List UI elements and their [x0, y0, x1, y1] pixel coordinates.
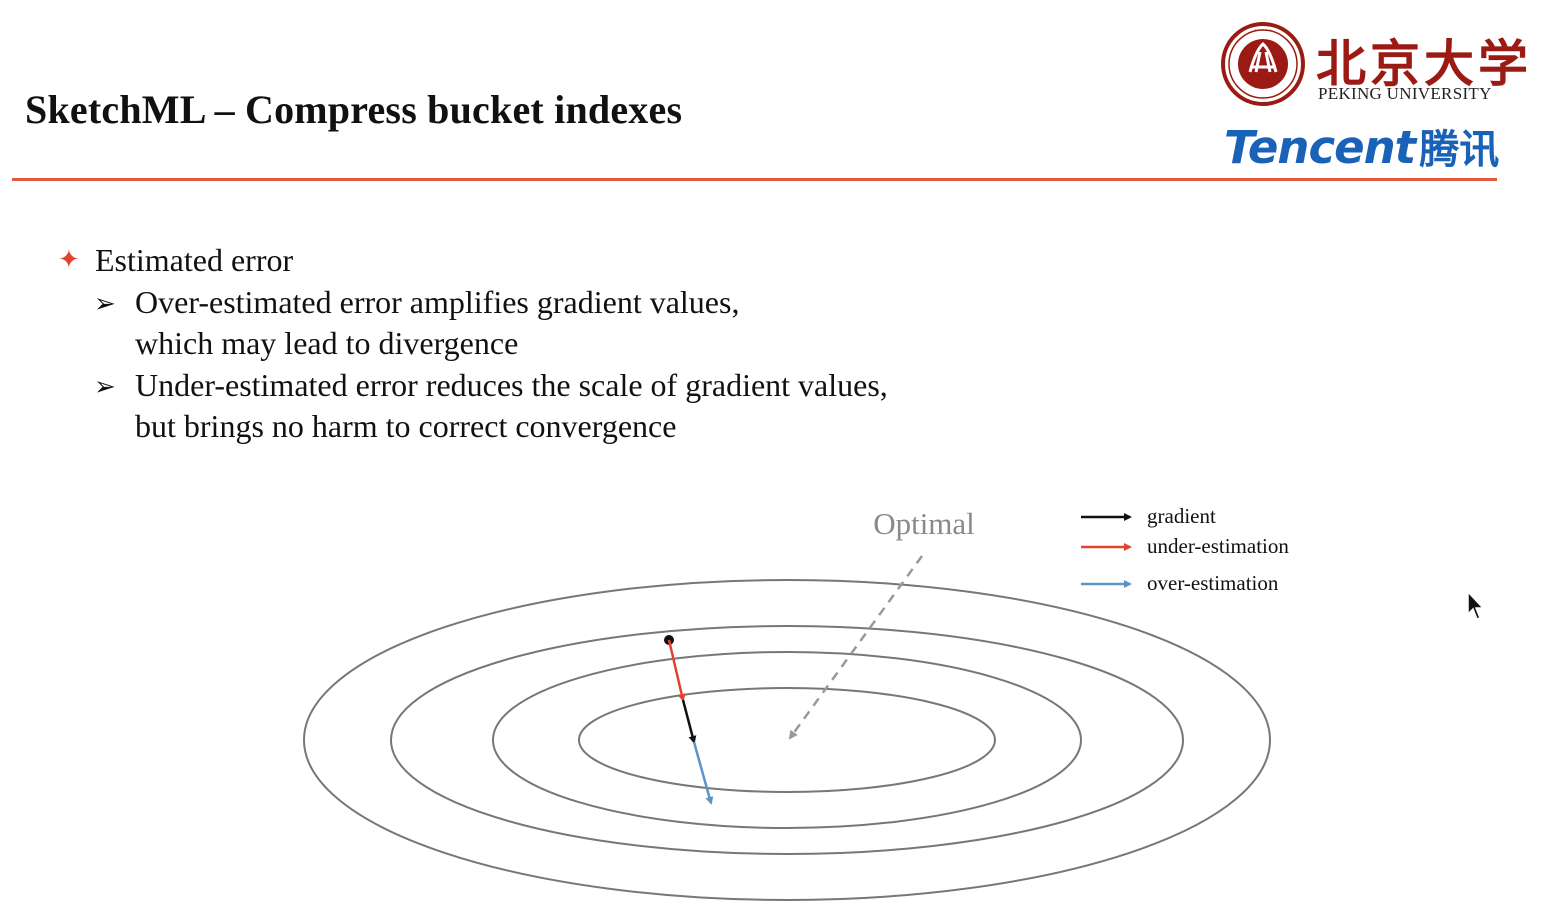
svg-text:· · · · ·: · · · · · — [1254, 27, 1271, 34]
legend-under-estimation-label: under-estimation — [1147, 534, 1289, 558]
contour-ring — [492, 651, 1082, 829]
over-estimation-arrow — [692, 741, 714, 805]
gradient-arrow — [681, 699, 697, 744]
optimal-pointer-arrow — [788, 555, 924, 740]
bullet-main-text: Estimated error — [95, 242, 294, 278]
optimal-label: Optimal — [873, 506, 975, 541]
legend-over-estimation-label: over-estimation — [1147, 571, 1279, 595]
peking-university-seal-icon: · · · · · — [1221, 22, 1305, 106]
arrowhead-bullet-icon: ➢ — [94, 288, 116, 319]
pku-name-en: PEKING UNIVERSITY — [1318, 84, 1492, 103]
tencent-en: Tencent — [1224, 121, 1416, 174]
under-estimation-arrow — [667, 639, 686, 702]
title-rule — [12, 178, 1497, 181]
sub-bullet-line: Over-estimated error amplifies gradient … — [135, 283, 740, 320]
tencent-cn: 腾讯 — [1419, 127, 1500, 173]
contour-ring — [390, 625, 1184, 855]
arrowhead-bullet-icon: ➢ — [94, 371, 116, 402]
slide-title: SketchML – Compress bucket indexes — [25, 87, 683, 132]
tencent-logo: Tencent 腾讯 — [1224, 117, 1499, 175]
sub-bullet-text: Over-estimated error amplifies gradient … — [135, 282, 739, 365]
sub-bullet-text: Under-estimated error reduces the scale … — [135, 365, 888, 448]
sub-bullet-line: which may lead to divergence — [135, 325, 519, 361]
contour-ring — [578, 687, 996, 793]
sub-bullet: ➢ Over-estimated error amplifies gradien… — [94, 282, 888, 365]
sub-bullet: ➢ Under-estimated error reduces the scal… — [94, 365, 888, 448]
star-bullet-icon: ✦ — [58, 245, 80, 275]
mouse-cursor-icon — [1467, 590, 1485, 620]
bullet-main: ✦ Estimated error — [58, 240, 888, 282]
bullet-list: ✦ Estimated error ➢ Over-estimated error… — [58, 240, 888, 448]
legend: gradient under-estimation over-estimatio… — [1081, 504, 1289, 595]
contour-ring — [303, 579, 1271, 901]
pku-name-cn: 北京大学 — [1316, 34, 1532, 93]
legend-gradient-label: gradient — [1147, 504, 1216, 528]
sub-bullet-line: but brings no harm to correct convergenc… — [135, 408, 677, 444]
sub-bullet-line: Under-estimated error reduces the scale … — [135, 366, 888, 403]
